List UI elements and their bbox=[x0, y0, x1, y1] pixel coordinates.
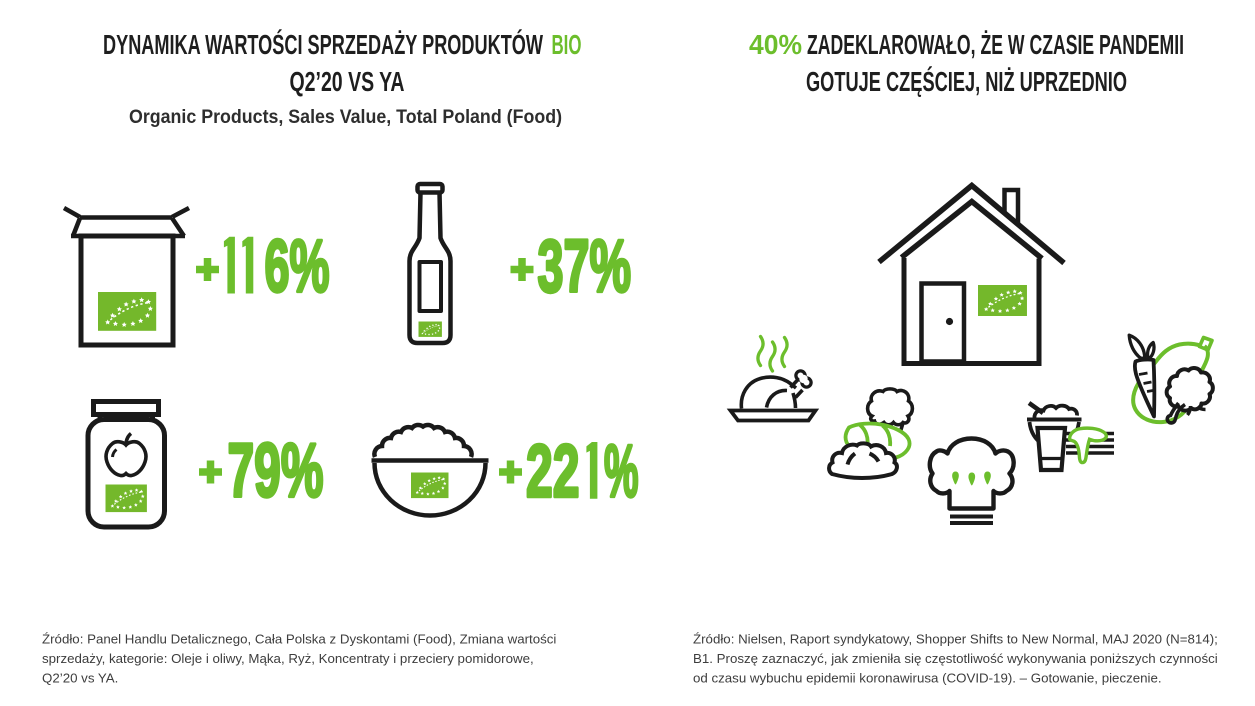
svg-text:37%: 37% bbox=[538, 225, 632, 308]
svg-text:%: % bbox=[604, 430, 639, 513]
svg-text:DYNAMIKA WARTOŚCI SPRZEDAŻY PR: DYNAMIKA WARTOŚCI SPRZEDAŻY PRODUKTÓW bbox=[103, 29, 543, 60]
svg-text:Q2’20 vs YA.: Q2’20 vs YA. bbox=[42, 670, 118, 685]
svg-text:Źródło: Panel Handlu Detaliczn: Źródło: Panel Handlu Detalicznego, Cała … bbox=[42, 632, 556, 647]
svg-text:B1. Proszę zaznaczyć, jak zmie: B1. Proszę zaznaczyć, jak zmieniła się c… bbox=[693, 651, 1218, 666]
svg-text:40%: 40% bbox=[749, 29, 802, 60]
svg-text:Organic Products, Sales Value,: Organic Products, Sales Value, Total Pol… bbox=[129, 106, 562, 128]
svg-text:22: 22 bbox=[526, 430, 580, 513]
svg-text:Źródło: Nielsen, Raport syndyk: Źródło: Nielsen, Raport syndykatowy, Sho… bbox=[693, 632, 1218, 647]
svg-text:Q2’20 VS YA: Q2’20 VS YA bbox=[290, 66, 405, 97]
svg-text:6%: 6% bbox=[265, 225, 330, 308]
svg-text:sprzedaży, kategorie: Oleje i: sprzedaży, kategorie: Oleje i oliwy, Mąk… bbox=[42, 651, 534, 666]
svg-text:od czasu wybuchu epidemii koro: od czasu wybuchu epidemii koronawirusa (… bbox=[693, 670, 1162, 685]
svg-text:GOTUJE CZĘŚCIEJ, NIŻ UPRZEDNIO: GOTUJE CZĘŚCIEJ, NIŻ UPRZEDNIO bbox=[806, 66, 1127, 97]
svg-text:ZADEKLAROWAŁO, ŻE W CZASIE PAN: ZADEKLAROWAŁO, ŻE W CZASIE PANDEMII bbox=[807, 29, 1184, 60]
svg-text:BIO: BIO bbox=[552, 29, 582, 60]
svg-text:79%: 79% bbox=[228, 429, 324, 514]
